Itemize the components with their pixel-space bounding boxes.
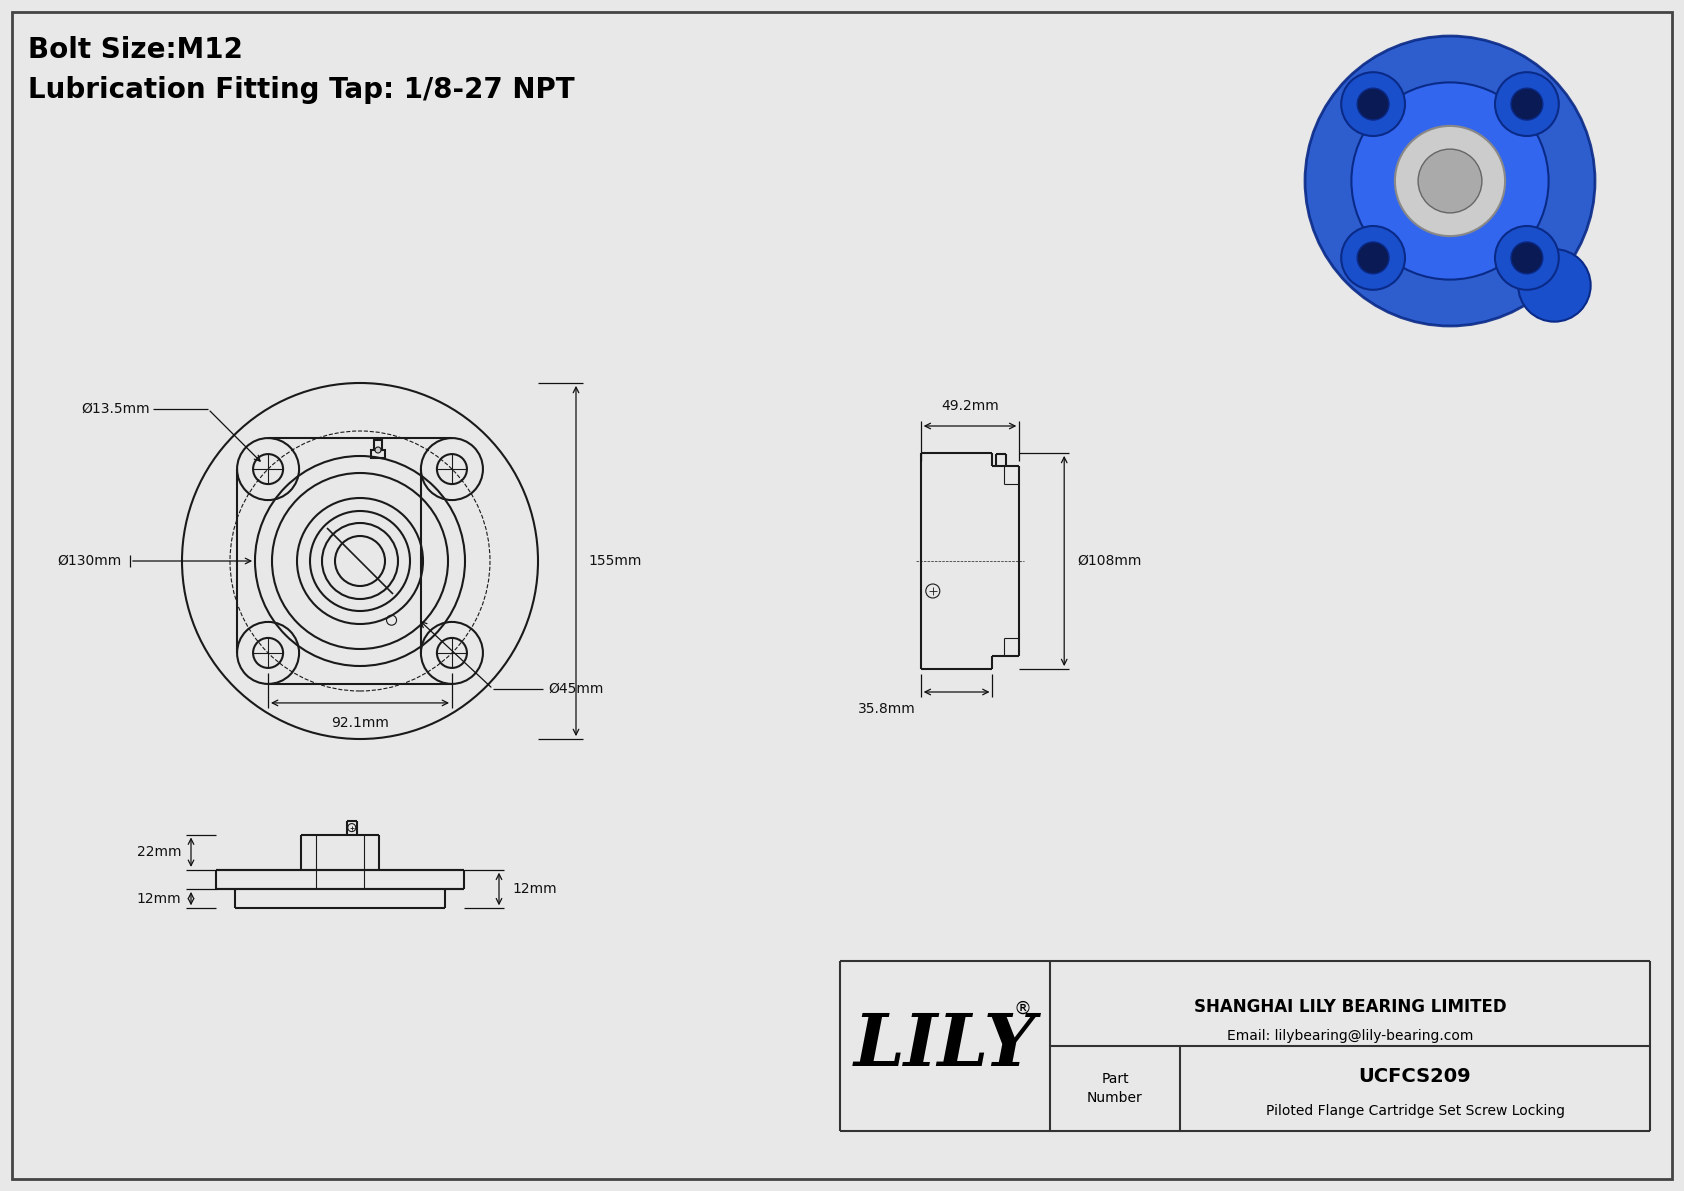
- Bar: [370, 450, 386, 459]
- Text: Ø130mm: Ø130mm: [57, 554, 121, 568]
- Circle shape: [1340, 73, 1404, 136]
- Text: 49.2mm: 49.2mm: [941, 399, 999, 413]
- Text: Bolt Size:M12: Bolt Size:M12: [29, 36, 242, 64]
- Circle shape: [1357, 242, 1389, 274]
- Text: ®: ®: [1014, 999, 1031, 1017]
- Circle shape: [1495, 226, 1559, 289]
- Circle shape: [1357, 88, 1389, 120]
- Circle shape: [376, 447, 381, 453]
- Text: 12mm: 12mm: [136, 892, 180, 905]
- Circle shape: [1511, 88, 1543, 120]
- Text: Lubrication Fitting Tap: 1/8-27 NPT: Lubrication Fitting Tap: 1/8-27 NPT: [29, 76, 574, 104]
- Text: Ø45mm: Ø45mm: [547, 682, 603, 696]
- Circle shape: [1519, 249, 1591, 322]
- Text: 92.1mm: 92.1mm: [332, 716, 389, 730]
- Text: 35.8mm: 35.8mm: [859, 701, 916, 716]
- Circle shape: [1394, 126, 1505, 236]
- Circle shape: [1305, 36, 1595, 326]
- Circle shape: [1495, 73, 1559, 136]
- Text: Piloted Flange Cartridge Set Screw Locking: Piloted Flange Cartridge Set Screw Locki…: [1265, 1104, 1564, 1117]
- Text: Ø108mm: Ø108mm: [1078, 554, 1142, 568]
- Text: 22mm: 22mm: [136, 846, 180, 859]
- Text: Part
Number: Part Number: [1088, 1072, 1143, 1105]
- Text: UCFCS209: UCFCS209: [1359, 1067, 1472, 1086]
- Text: SHANGHAI LILY BEARING LIMITED: SHANGHAI LILY BEARING LIMITED: [1194, 998, 1505, 1016]
- Circle shape: [1511, 242, 1543, 274]
- Circle shape: [1340, 226, 1404, 289]
- Bar: [374, 439, 382, 450]
- Text: LILY: LILY: [854, 1010, 1036, 1081]
- Text: 12mm: 12mm: [512, 883, 557, 896]
- Circle shape: [1351, 82, 1549, 280]
- Text: Ø13.5mm: Ø13.5mm: [81, 403, 150, 416]
- Text: 155mm: 155mm: [588, 554, 642, 568]
- Circle shape: [1418, 149, 1482, 213]
- Text: Email: lilybearing@lily-bearing.com: Email: lilybearing@lily-bearing.com: [1228, 1029, 1474, 1043]
